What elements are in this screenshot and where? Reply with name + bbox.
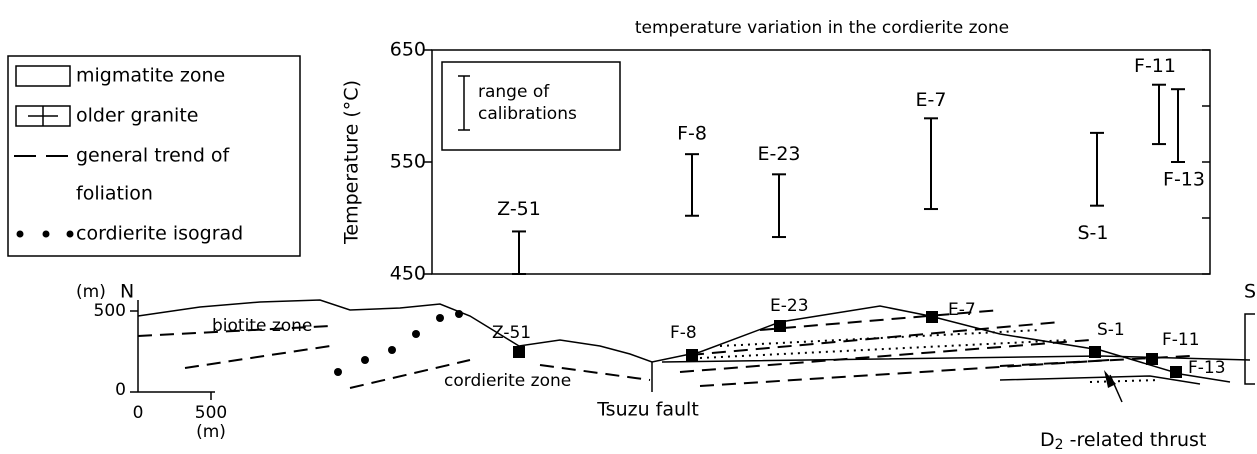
depth-tick-label: 500: [94, 301, 126, 321]
north-label: N: [120, 281, 134, 303]
sample-label: F-11: [1134, 55, 1176, 77]
zone-label: biotite zone: [212, 316, 312, 336]
legend-item: migmatite zone: [76, 65, 225, 87]
depth-tick-label: 0: [115, 380, 126, 400]
legend-item: foliation: [76, 183, 153, 205]
chart-title: temperature variation in the cordierite …: [635, 18, 1009, 38]
y-axis-label: Temperature (°C): [341, 80, 363, 245]
granite-symbol: [15, 105, 71, 127]
sample-label: S-1: [1077, 222, 1108, 244]
section-sample-label: E-7: [948, 300, 976, 320]
section-sample-label: E-23: [770, 296, 809, 316]
inset-legend-text: calibrations: [478, 104, 577, 124]
y-tick-label: 450: [390, 263, 426, 285]
thrust-label: D2 -related thrust: [1040, 429, 1206, 454]
migmatite-symbol: [15, 65, 71, 87]
y-tick-label: 650: [390, 39, 426, 61]
inset-legend-text: range of: [478, 82, 550, 102]
zone-label: cordierite zone: [444, 371, 571, 391]
cross-section: [130, 299, 1255, 403]
scale-tick-label: 500: [195, 403, 227, 423]
section-sample-label: S-1: [1097, 320, 1125, 340]
section-sample-label: Z-51: [492, 323, 531, 343]
section-sample-label: F-11: [1162, 330, 1200, 350]
legend-item: cordierite isograd: [76, 223, 243, 245]
thrust-text: -related thrust: [1064, 429, 1207, 451]
thrust-subscript: 2: [1055, 437, 1064, 453]
sample-label: F-8: [677, 123, 707, 145]
legend-box: [7, 55, 301, 257]
sample-label: Z-51: [497, 198, 541, 220]
sample-label: F-13: [1163, 169, 1205, 191]
legend-item: general trend of: [76, 145, 231, 167]
scale-unit: (m): [196, 422, 226, 442]
inset-legend-symbol: [458, 75, 470, 131]
section-sample-label: F-8: [670, 323, 697, 343]
legend-item: older granite: [76, 105, 198, 127]
fault-label: Tsuzu fault: [596, 399, 699, 421]
isograd-symbol: [16, 230, 74, 238]
scale-tick-label: 0: [133, 403, 144, 423]
sample-label: E-7: [916, 89, 947, 111]
sample-label: E-23: [757, 143, 800, 165]
south-label: S: [1244, 281, 1256, 303]
thrust-text: D: [1040, 429, 1055, 451]
inset-legend-box: [441, 61, 621, 151]
section-sample-label: F-13: [1188, 358, 1226, 378]
depth-unit: (m): [76, 282, 106, 302]
y-tick-label: 550: [390, 151, 426, 173]
